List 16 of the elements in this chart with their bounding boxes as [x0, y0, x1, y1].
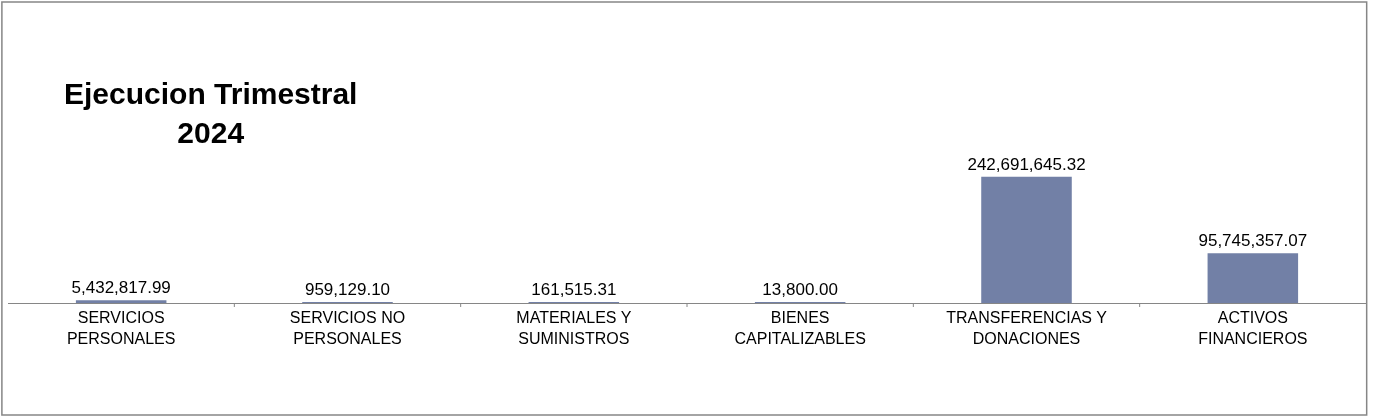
data-label: 959,129.10 — [304, 280, 391, 299]
data-label: 13,800.00 — [762, 280, 838, 299]
chart-title: Ejecucion Trimestral 2024 — [64, 77, 358, 149]
x-tick-label: SERVICIOS NO PERSONALES — [289, 309, 406, 347]
data-label: 5,432,817.99 — [71, 278, 171, 298]
data-label: 161,515.31 — [531, 280, 617, 299]
bar — [75, 300, 167, 303]
data-label: 95,745,357.07 — [1198, 231, 1308, 251]
bar — [1207, 253, 1299, 303]
x-tick-label: BIENES CAPITALIZABLES — [734, 309, 866, 347]
x-tick-label: TRANSFERENCIAS Y DONACIONES — [946, 309, 1108, 347]
x-tick-label: ACTIVOS FINANCIEROS — [1198, 309, 1308, 347]
data-label: 242,691,645.32 — [967, 154, 1086, 174]
bar — [981, 176, 1072, 303]
x-tick-label: SERVICIOS PERSONALES — [66, 309, 176, 347]
x-tick-label: MATERIALES Y SUMINISTROS — [516, 309, 632, 347]
